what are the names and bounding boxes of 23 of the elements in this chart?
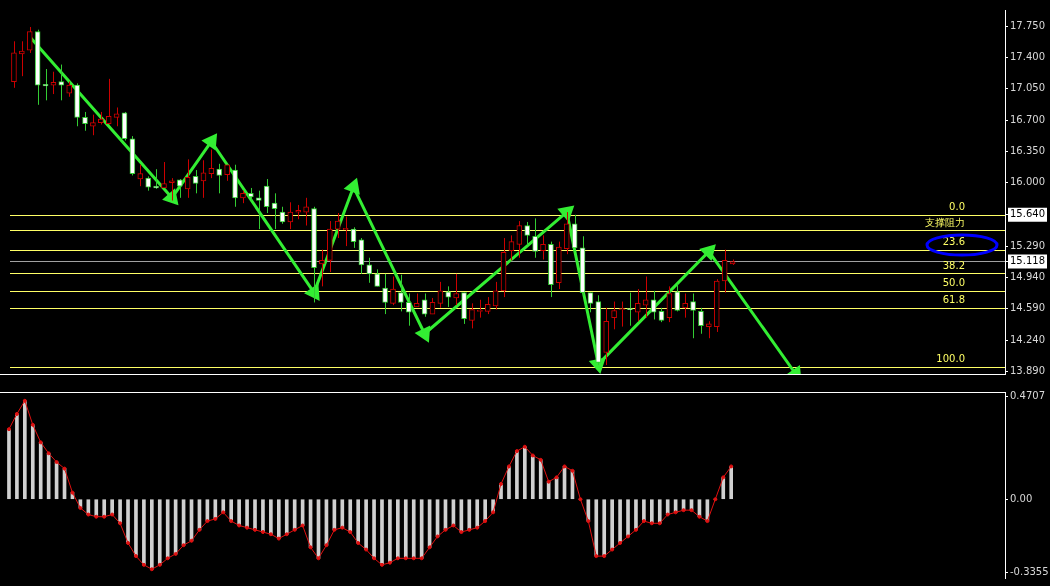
y-tick-label: 15.290 [1010,239,1045,251]
y-tick-label: 16.000 [1010,176,1045,188]
annotation: 100.0 [936,353,965,365]
y-tick-label: 17.750 [1010,19,1045,31]
y-tick-label: 15.118 [1010,255,1045,267]
y-tick-label: 17.050 [1010,82,1045,94]
y-tick-label: 16.350 [1010,144,1045,156]
y-tick-label: 17.400 [1010,50,1045,62]
y-tick-label: 15.640 [1010,208,1045,220]
y-tick-label: 14.240 [1010,333,1045,345]
annotation: 支撑阻力 [925,216,965,228]
y-tick-label: 14.940 [1010,271,1045,282]
annotation: 38.2 [942,259,965,271]
annotation: 50.0 [942,277,965,289]
y-tick-label: 0.4707 [1010,389,1045,401]
y-tick-label: 13.890 [1010,364,1045,376]
y-tick-label: -0.3355 [1010,566,1049,578]
annotation: 61.8 [942,294,965,306]
y-tick-label: 0.00 [1010,492,1033,504]
y-tick-label: 14.590 [1010,302,1045,314]
annotation: 23.6 [942,236,965,248]
annotation: 0.0 [949,201,965,213]
y-tick-label: 16.700 [1010,113,1045,125]
